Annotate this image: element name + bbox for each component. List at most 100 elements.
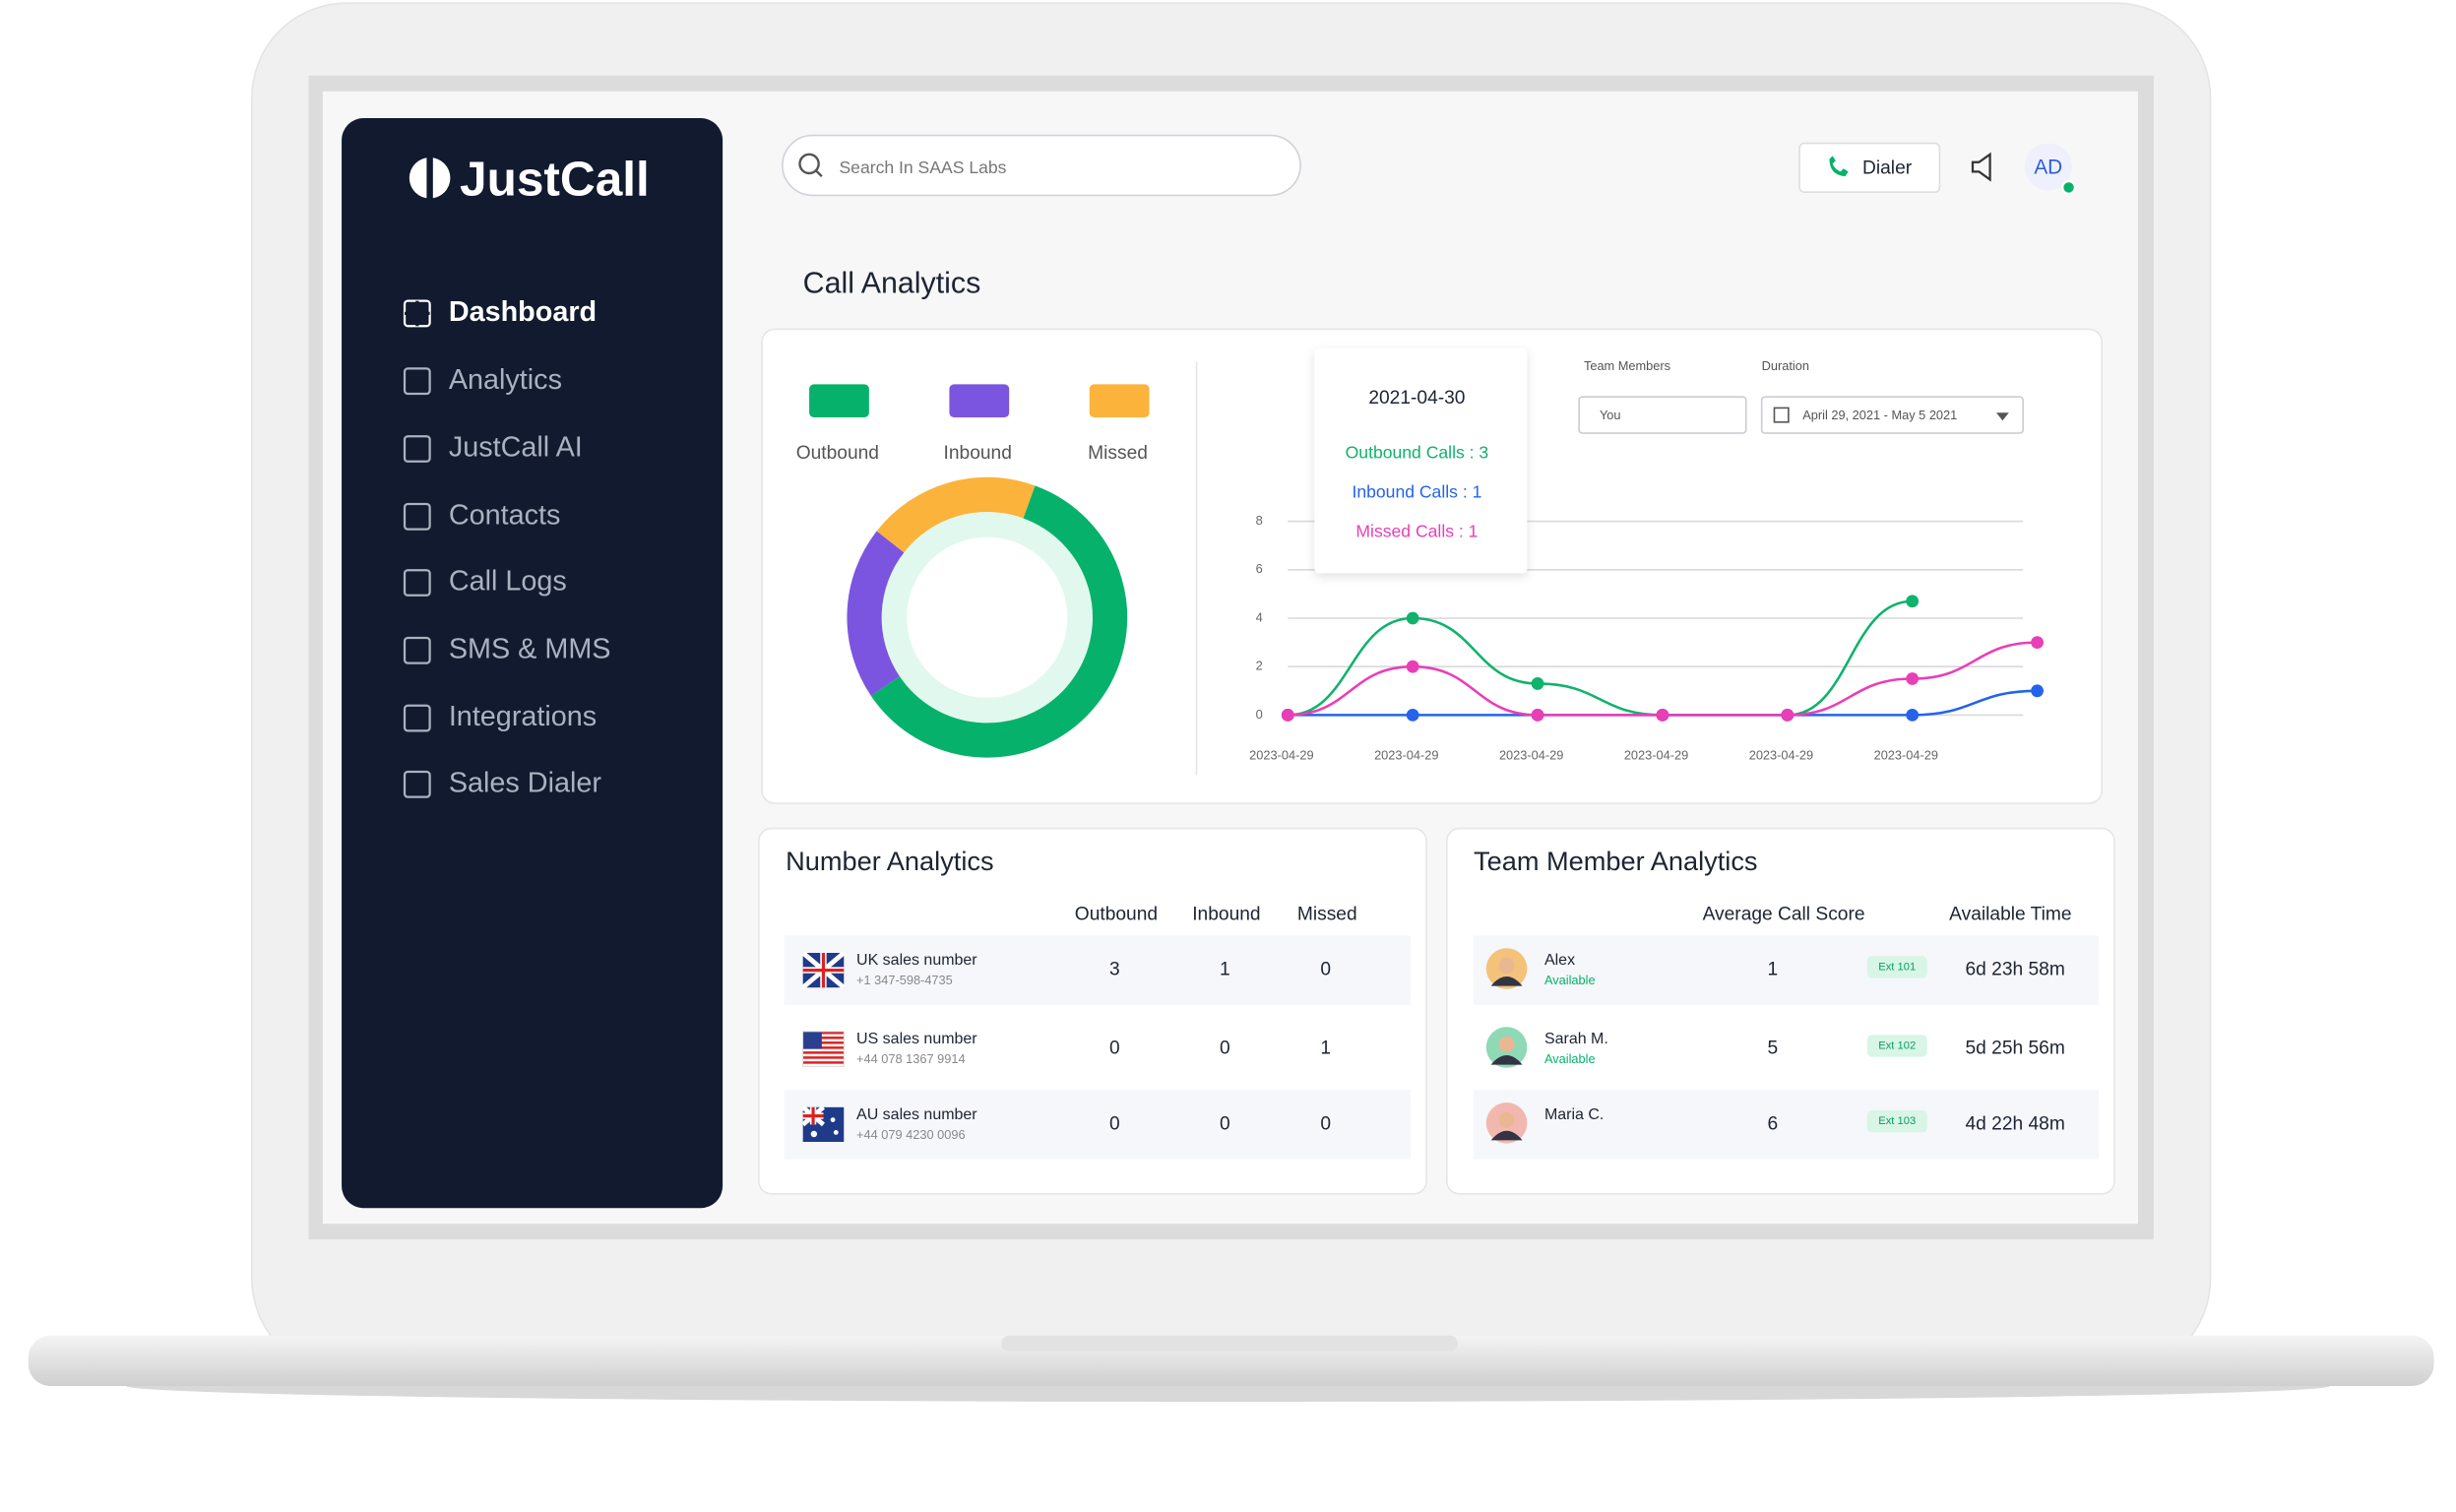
ext: Ext 101 — [1878, 961, 1916, 973]
x-tick-label: 2023-04-29 — [1249, 747, 1313, 762]
dialer-label: Dialer — [1862, 158, 1913, 178]
ext-pill — [1866, 956, 1927, 978]
series-point — [1781, 709, 1795, 722]
avatar-body — [1490, 976, 1523, 986]
cell: 0 — [1109, 1113, 1120, 1134]
nav-icon — [403, 435, 431, 463]
legend-label: Inbound — [944, 443, 1012, 464]
series-point — [1906, 672, 1920, 685]
search-box[interactable] — [782, 134, 1301, 197]
flag-canton — [802, 1032, 822, 1049]
flag-star — [830, 1117, 836, 1122]
flag-border — [802, 1031, 845, 1067]
dialer-button[interactable] — [1798, 142, 1941, 193]
card-title: Team Member Analytics — [1474, 846, 1758, 876]
row-bg — [1474, 1090, 2099, 1160]
member-name: Sarah M. — [1544, 1031, 1608, 1047]
avatar[interactable] — [2024, 143, 2072, 191]
page-title: Call Analytics — [803, 267, 981, 300]
nav-item[interactable]: Sales Dialer — [449, 767, 602, 798]
sidebar — [342, 118, 724, 1209]
cell: 0 — [1320, 1113, 1331, 1134]
nav-icon — [403, 636, 431, 664]
series-point — [1531, 709, 1544, 722]
legend-swatch — [809, 384, 869, 417]
filter-label: Duration — [1762, 358, 1809, 373]
ext-pill — [1866, 1035, 1927, 1057]
megaphone-icon[interactable] — [1971, 152, 1991, 182]
nav-item[interactable]: JustCall AI — [449, 432, 583, 464]
search-placeholder: Search In SAAS Labs — [839, 158, 1006, 177]
team-select[interactable] — [1578, 396, 1747, 434]
legend-swatch — [949, 384, 1010, 417]
calendar-icon — [1773, 407, 1790, 423]
cell: 0 — [1220, 1039, 1230, 1059]
series-point — [1906, 709, 1920, 722]
x-tick-label: 2023-04-29 — [1499, 747, 1563, 762]
donut-slice — [876, 476, 1036, 553]
donut-slice — [870, 485, 1128, 758]
nav-item[interactable]: Integrations — [449, 701, 597, 732]
x-tick-label: 2023-04-29 — [1374, 747, 1438, 762]
cell: 3 — [1109, 960, 1120, 980]
duration-select[interactable] — [1760, 396, 2024, 434]
ext: Ext 102 — [1878, 1040, 1916, 1051]
series-line — [1288, 599, 1913, 717]
member-status: Available — [1544, 1051, 1596, 1066]
avatar-body — [1490, 1055, 1523, 1065]
filter-label: Team Members — [1584, 358, 1670, 373]
flag-stripe — [802, 1041, 845, 1044]
nav-item[interactable]: Dashboard — [449, 296, 597, 328]
cell: 1 — [1320, 1039, 1331, 1059]
series-point — [2031, 684, 2044, 698]
ext-pill — [1866, 1110, 1927, 1133]
member-name: Maria C. — [1544, 1106, 1604, 1123]
flag-stripe — [802, 1061, 845, 1064]
laptop-notch — [1001, 1335, 1459, 1352]
flag-cross-red — [802, 953, 845, 988]
logo: JustCall — [460, 152, 650, 207]
number-name: US sales number — [856, 1031, 977, 1047]
row-bg — [784, 935, 1412, 1005]
avatar-face — [1498, 1036, 1515, 1052]
tooltip — [1314, 347, 1528, 574]
column-header: Inbound — [1192, 905, 1260, 925]
legend-label: Outbound — [796, 443, 879, 464]
status-dot — [2060, 179, 2077, 195]
phone-icon — [1829, 156, 1849, 177]
tooltip-line: Inbound Calls : 1 — [1352, 481, 1481, 501]
y-tick-label: 2 — [1256, 659, 1263, 673]
flag-stripe — [802, 1032, 845, 1035]
nav-item[interactable]: Call Logs — [449, 566, 567, 598]
nav-icon — [403, 770, 431, 798]
nav-icon-grid — [405, 300, 430, 327]
flag-cross-red — [802, 1106, 824, 1125]
nav-item[interactable]: Analytics — [449, 364, 562, 396]
number-phone: +1 347-598-4735 — [856, 973, 953, 987]
column-header: Available Time — [1949, 905, 2071, 925]
column-header: Outbound — [1075, 905, 1158, 925]
cell: 1 — [1220, 960, 1230, 980]
flag-stripe — [802, 1046, 845, 1049]
nav-item[interactable]: Contacts — [449, 499, 561, 531]
series-point — [1406, 660, 1419, 673]
nav-icon — [403, 367, 431, 396]
flag-stripe — [802, 1051, 845, 1054]
number-phone: +44 079 4230 0096 — [856, 1127, 966, 1142]
legend-label: Missed — [1088, 443, 1148, 464]
y-tick-label: 0 — [1256, 707, 1263, 722]
number-name: AU sales number — [856, 1106, 977, 1123]
nav-item[interactable]: SMS & MMS — [449, 633, 611, 664]
nav-icon — [403, 502, 431, 531]
score: 6 — [1768, 1113, 1779, 1134]
caret — [1995, 412, 2009, 421]
flag-stripe — [802, 1037, 845, 1040]
column-header: Average Call Score — [1703, 905, 1865, 925]
card-title: Number Analytics — [786, 846, 994, 876]
y-tick-label: 4 — [1256, 609, 1263, 624]
available-time: 5d 25h 56m — [1966, 1039, 2065, 1059]
donut-inner-ring — [881, 512, 1093, 724]
search-icon — [798, 153, 820, 175]
nav-icon — [403, 569, 431, 597]
cell: 0 — [1109, 1039, 1120, 1059]
